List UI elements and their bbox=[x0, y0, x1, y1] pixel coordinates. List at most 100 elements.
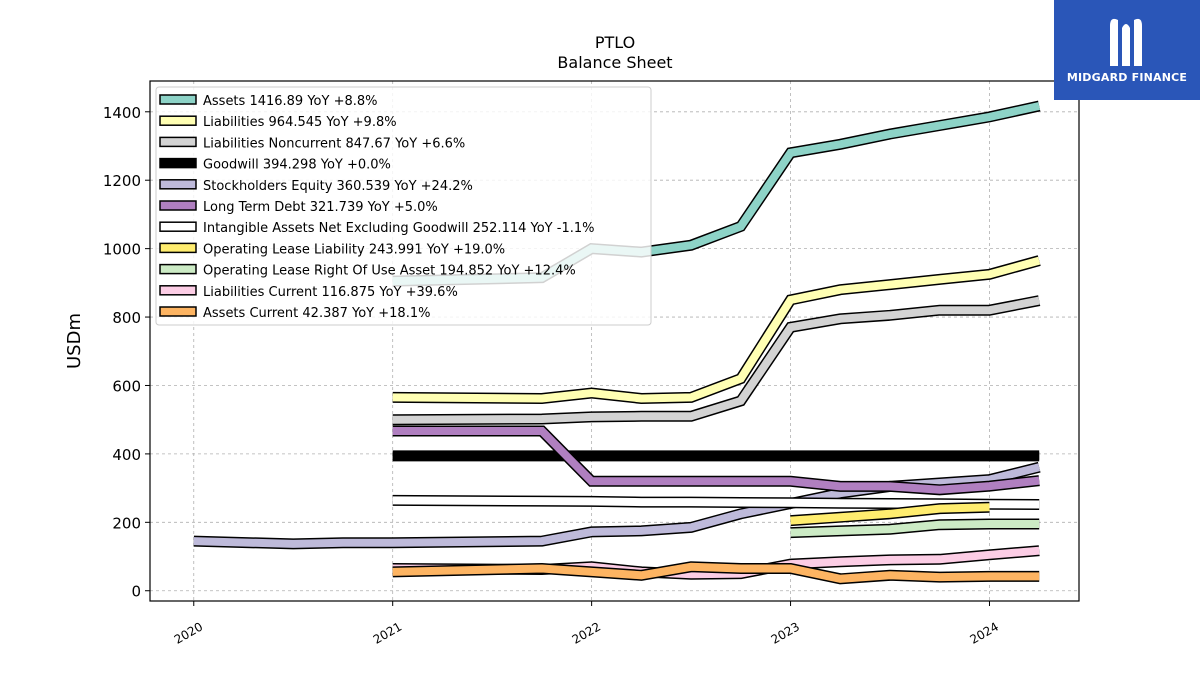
data-point bbox=[889, 284, 890, 285]
series-line bbox=[392, 450, 1040, 462]
y-tick-label: 200 bbox=[112, 514, 141, 532]
data-point bbox=[1039, 455, 1040, 456]
data-point bbox=[989, 479, 990, 480]
data-point bbox=[641, 416, 642, 417]
data-point bbox=[690, 574, 691, 575]
data-point bbox=[293, 543, 294, 544]
data-point bbox=[840, 561, 841, 562]
data-point bbox=[541, 398, 542, 399]
data-point bbox=[840, 144, 841, 145]
legend-swatch bbox=[159, 306, 197, 317]
legend-swatch bbox=[159, 136, 197, 148]
legend-label: Liabilities Noncurrent 847.67 YoY +6.6% bbox=[203, 136, 465, 151]
data-point bbox=[740, 513, 741, 514]
data-point bbox=[790, 481, 791, 482]
midgard-finance-logo: MIDGARD FINANCE bbox=[1054, 0, 1200, 100]
data-point bbox=[989, 485, 990, 486]
data-point bbox=[591, 531, 592, 532]
series-line-fill bbox=[790, 520, 1040, 537]
data-point bbox=[790, 520, 791, 521]
data-point bbox=[1039, 300, 1040, 301]
plot-frame bbox=[149, 80, 1080, 602]
data-point bbox=[989, 116, 990, 117]
data-point bbox=[939, 279, 940, 280]
data-point bbox=[790, 327, 791, 328]
legend-label: Goodwill 394.298 YoY +0.0% bbox=[203, 158, 391, 173]
data-point bbox=[939, 559, 940, 560]
data-point bbox=[889, 575, 890, 576]
series-line-fill bbox=[392, 427, 1040, 494]
x-tick-label: 2023 bbox=[769, 619, 802, 646]
data-point bbox=[641, 455, 642, 456]
data-point bbox=[392, 571, 393, 572]
data-point bbox=[541, 501, 542, 502]
legend-label: Long Term Debt 321.739 YoY +5.0% bbox=[203, 200, 438, 215]
legend-swatch bbox=[159, 179, 197, 190]
midgard-logo-icon bbox=[1110, 18, 1142, 66]
data-point bbox=[690, 416, 691, 417]
data-point bbox=[939, 508, 940, 509]
legend-label: Liabilities Current 116.875 YoY +39.6% bbox=[203, 285, 458, 300]
legend-label: Assets Current 42.387 YoY +18.1% bbox=[203, 306, 430, 321]
data-point bbox=[840, 578, 841, 579]
data-point bbox=[939, 125, 940, 126]
legend-swatch bbox=[159, 263, 197, 275]
data-point bbox=[392, 455, 393, 456]
legend-label: Operating Lease Liability 243.991 YoY +1… bbox=[203, 242, 505, 257]
data-point bbox=[889, 503, 890, 504]
logo-text: MIDGARD FINANCE bbox=[1066, 71, 1188, 84]
chart-subtitle: Balance Sheet bbox=[557, 53, 672, 72]
data-point bbox=[840, 493, 841, 494]
legend-label: Stockholders Equity 360.539 YoY +24.2% bbox=[203, 179, 473, 194]
data-point bbox=[989, 455, 990, 456]
data-point bbox=[342, 542, 343, 543]
series-line-fill bbox=[392, 296, 1040, 424]
x-tick-label: 2024 bbox=[968, 619, 1001, 646]
series-line bbox=[392, 561, 1040, 585]
data-point bbox=[740, 568, 741, 569]
data-point bbox=[989, 310, 990, 311]
chart-title: PTLO bbox=[595, 33, 635, 52]
data-point bbox=[541, 430, 542, 431]
data-point bbox=[392, 500, 393, 501]
data-point bbox=[1039, 504, 1040, 505]
x-tick-label: 2022 bbox=[570, 619, 603, 646]
data-point bbox=[1039, 467, 1040, 468]
y-tick-label: 1400 bbox=[103, 104, 141, 122]
data-point bbox=[790, 152, 791, 153]
data-point bbox=[989, 274, 990, 275]
data-point bbox=[541, 541, 542, 542]
data-point bbox=[790, 455, 791, 456]
data-point bbox=[591, 481, 592, 482]
data-point bbox=[541, 568, 542, 569]
data-point bbox=[840, 318, 841, 319]
legend-swatch bbox=[159, 200, 197, 211]
series-line bbox=[392, 295, 1041, 426]
data-point bbox=[889, 486, 890, 487]
data-point bbox=[690, 455, 691, 456]
legend-swatch bbox=[159, 115, 197, 126]
data-point bbox=[790, 502, 791, 503]
data-point bbox=[989, 507, 990, 508]
data-point bbox=[541, 455, 542, 456]
data-point bbox=[740, 502, 741, 503]
data-point bbox=[641, 481, 642, 482]
y-tick-label: 1200 bbox=[103, 172, 141, 190]
data-point bbox=[790, 568, 791, 569]
data-point bbox=[889, 315, 890, 316]
data-point bbox=[690, 566, 691, 567]
data-point bbox=[591, 571, 592, 572]
data-point bbox=[591, 416, 592, 417]
data-point bbox=[989, 523, 990, 524]
data-point bbox=[889, 529, 890, 530]
data-point bbox=[840, 503, 841, 504]
data-point bbox=[591, 455, 592, 456]
data-point bbox=[939, 455, 940, 456]
data-point bbox=[790, 299, 791, 300]
data-point bbox=[392, 430, 393, 431]
data-point bbox=[690, 245, 691, 246]
data-point bbox=[840, 486, 841, 487]
data-point bbox=[840, 530, 841, 531]
data-point bbox=[889, 513, 890, 514]
